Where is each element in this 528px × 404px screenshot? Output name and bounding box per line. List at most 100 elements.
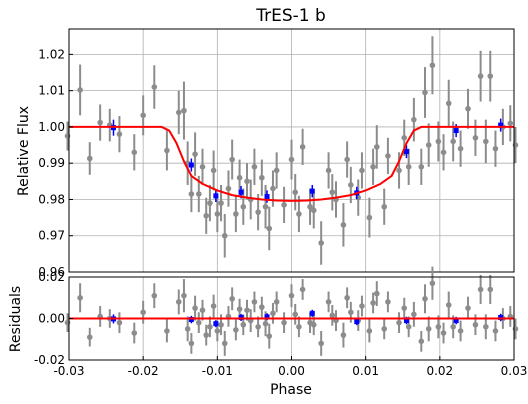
y-tick-label: 0.99 — [38, 156, 65, 170]
data-point — [318, 240, 324, 246]
data-point — [184, 326, 191, 332]
data-point — [472, 135, 479, 141]
binned-point — [453, 318, 459, 324]
y-tick-label: 1.02 — [38, 47, 65, 61]
x-tick-label: -0.03 — [53, 364, 84, 378]
data-point — [233, 211, 239, 217]
binned-point — [188, 317, 194, 323]
residuals-panel: -0.02 0.00 0.02 Residuals — [8, 266, 519, 367]
data-point — [77, 87, 83, 93]
data-point — [199, 164, 206, 170]
data-point — [140, 309, 146, 316]
data-point — [425, 326, 432, 332]
data-point — [370, 300, 376, 306]
data-point — [188, 340, 195, 347]
data-point — [288, 292, 295, 299]
flux-plot-frame — [68, 28, 515, 273]
data-point — [244, 307, 250, 314]
flux-data-points — [64, 36, 519, 265]
data-point — [366, 214, 373, 221]
data-point — [203, 212, 210, 219]
data-point — [259, 174, 265, 181]
data-point — [396, 319, 402, 326]
data-point — [236, 174, 243, 181]
y-tick-label: 1.00 — [38, 120, 65, 134]
data-point — [310, 207, 317, 214]
data-point — [307, 203, 313, 210]
binned-point — [453, 128, 459, 134]
x-tick-label: 0.03 — [501, 364, 528, 378]
data-point — [477, 286, 484, 293]
data-point — [411, 116, 417, 123]
flux-model-curve — [69, 125, 514, 202]
data-point — [429, 62, 436, 69]
data-point — [175, 299, 182, 305]
data-point — [86, 334, 93, 340]
data-point — [292, 311, 299, 318]
binned-point — [403, 149, 409, 155]
data-point — [401, 305, 408, 311]
data-point — [373, 290, 380, 297]
data-point — [370, 164, 376, 170]
data-point — [507, 120, 514, 127]
data-point — [292, 189, 299, 196]
data-point — [422, 89, 428, 96]
binned-point — [498, 122, 504, 128]
residuals-data-points — [64, 266, 519, 356]
data-point — [255, 324, 261, 330]
data-point — [465, 105, 471, 112]
data-point — [492, 328, 499, 334]
data-point — [210, 303, 217, 309]
data-point — [381, 326, 388, 332]
data-point — [329, 189, 336, 196]
data-point — [244, 178, 250, 185]
data-point — [401, 135, 408, 141]
data-point — [445, 100, 452, 107]
data-point — [477, 73, 484, 79]
data-point — [255, 209, 261, 215]
y-tick-label: 0.97 — [38, 229, 65, 243]
data-point — [465, 305, 471, 311]
data-point — [373, 144, 380, 150]
data-point — [296, 324, 302, 330]
data-point — [296, 211, 302, 217]
data-point — [240, 321, 247, 328]
data-point — [366, 328, 373, 334]
data-point — [435, 138, 442, 145]
data-point — [418, 338, 425, 345]
data-point — [344, 156, 350, 163]
data-point — [218, 321, 224, 328]
x-ticks: -0.03 -0.02 -0.01 0.00 0.01 0.02 0.03 — [53, 356, 527, 378]
y-tick-label: -0.02 — [34, 353, 65, 367]
data-point — [411, 311, 417, 318]
data-point — [192, 305, 198, 311]
data-point — [221, 340, 228, 347]
data-point — [214, 328, 221, 334]
x-tick-label: 0.00 — [278, 364, 305, 378]
data-point — [344, 294, 350, 301]
data-point — [225, 185, 232, 192]
data-point — [472, 321, 479, 328]
data-point — [405, 324, 412, 330]
data-point — [262, 320, 269, 327]
flux-y-ticks: 0.96 0.97 0.98 0.99 1.00 1.01 1.02 — [38, 47, 73, 279]
data-point — [457, 145, 464, 152]
x-tick-label: -0.01 — [202, 364, 233, 378]
x-tick-label: -0.02 — [128, 364, 159, 378]
data-point — [131, 149, 138, 156]
data-point — [405, 164, 412, 170]
data-point — [396, 167, 402, 174]
data-point — [251, 299, 258, 305]
data-point — [492, 145, 499, 152]
data-point — [221, 232, 228, 239]
binned-point — [309, 310, 315, 316]
data-point — [195, 319, 202, 326]
data-point — [385, 299, 391, 305]
data-point — [325, 167, 332, 174]
data-point — [86, 155, 93, 162]
data-point — [487, 286, 494, 293]
y-tick-label: 1.01 — [38, 84, 65, 98]
data-point — [181, 292, 187, 299]
data-point — [340, 332, 347, 338]
